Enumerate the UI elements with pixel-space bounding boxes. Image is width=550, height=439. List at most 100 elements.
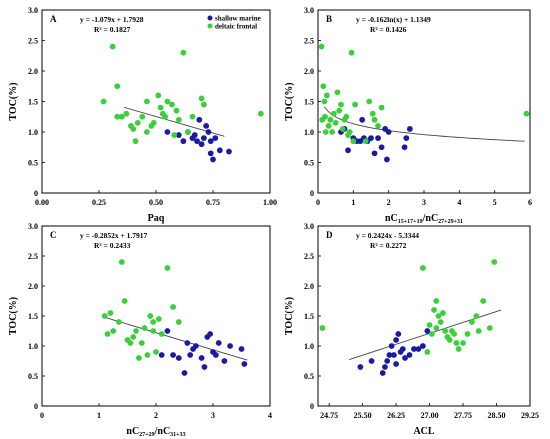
x-axis-label: ACL <box>413 426 434 437</box>
data-point <box>393 361 400 367</box>
data-point <box>180 138 187 145</box>
data-point <box>207 331 214 337</box>
data-point <box>362 138 369 145</box>
data-point <box>193 343 199 349</box>
data-point <box>121 298 128 304</box>
data-point <box>320 83 327 90</box>
data-point <box>384 358 391 364</box>
data-point <box>368 358 375 364</box>
data-point <box>171 132 178 138</box>
legend-marker <box>207 15 213 21</box>
x-tick-label: 4 <box>457 198 461 207</box>
data-point <box>406 126 413 132</box>
data-point <box>210 156 216 163</box>
data-point <box>198 141 205 148</box>
x-tick-label: 28.50 <box>488 411 506 420</box>
data-point <box>433 325 440 331</box>
panel-c: 0 1 2 3 4 0 0.5 1.0 1.5 2.0 2.5 3.0 C y = -0.2852x + … <box>8 222 272 438</box>
data-point <box>523 110 530 117</box>
data-point <box>241 361 248 367</box>
data-point <box>104 331 111 337</box>
x-tick-label: 0 <box>316 198 320 207</box>
data-point <box>150 319 157 325</box>
x-axis-label: Paq <box>148 213 165 224</box>
y-axis-label: TOC(%) <box>8 82 19 120</box>
y-tick-label: 1.0 <box>304 342 314 351</box>
data-point <box>371 150 378 157</box>
y-tick-label: 1.5 <box>28 312 38 321</box>
data-point <box>325 123 332 129</box>
data-point <box>334 89 341 96</box>
data-point <box>393 337 400 343</box>
data-point <box>134 119 141 126</box>
x-tick-label: 0 <box>40 411 44 420</box>
x-axis-label: nC27+29/nC31+33 <box>126 426 185 438</box>
x-tick-label: 1.00 <box>263 198 277 207</box>
data-point <box>345 147 351 154</box>
data-point <box>455 346 462 352</box>
plot-frame <box>41 225 271 407</box>
data-point <box>158 331 165 337</box>
data-point <box>155 92 162 99</box>
data-point <box>132 138 139 145</box>
x-axis-label-part: /nC <box>154 426 171 437</box>
data-point <box>164 98 171 105</box>
data-point <box>143 129 150 135</box>
fit-equation: y = -1.079x + 1.7928 <box>80 15 144 24</box>
legend-label: deltaic frontal <box>215 23 257 31</box>
y-tick-label: 0 <box>310 189 314 198</box>
x-axis-label-part: 31+33 <box>170 432 185 438</box>
data-point <box>346 129 353 135</box>
data-point <box>384 156 390 163</box>
data-point <box>366 98 373 105</box>
data-point <box>175 132 182 138</box>
data-point <box>118 113 125 120</box>
data-point <box>153 349 159 355</box>
panel-letter: C <box>50 230 57 240</box>
data-point <box>110 328 117 334</box>
y-tick-label: 3.0 <box>28 6 38 15</box>
x-tick-label: 24.75 <box>320 411 338 420</box>
fit-equation: y = -0.2852x + 1.7917 <box>80 231 148 240</box>
data-point <box>170 352 177 358</box>
panel-a: 0.00 0.25 0.50 0.75 1.00 0 0.5 1.0 1.5 2.0 2.5 3.0 A… <box>8 6 277 224</box>
x-tick-label: 0.25 <box>92 198 106 207</box>
data-point <box>136 355 142 361</box>
data-point <box>415 346 422 352</box>
y-tick-label: 0 <box>34 402 38 411</box>
data-point <box>424 328 431 334</box>
y-tick-label: 2.5 <box>28 37 38 46</box>
data-point <box>201 364 208 370</box>
data-point <box>100 98 107 105</box>
panel-letter: B <box>326 14 332 24</box>
data-point <box>336 107 343 114</box>
y-tick-label: 2.0 <box>28 282 38 291</box>
data-point <box>369 110 376 117</box>
data-point <box>322 129 329 135</box>
series-deltaic-frontal <box>100 43 264 145</box>
data-point <box>194 138 200 145</box>
data-point <box>382 364 388 370</box>
data-point <box>101 313 108 319</box>
data-point <box>440 310 446 316</box>
data-point <box>127 340 134 346</box>
data-point <box>130 126 137 132</box>
data-point <box>368 135 374 142</box>
data-point <box>464 331 471 337</box>
fit-equation: y = 0.2424x - 5.3344 <box>356 231 419 240</box>
y-tick-label: 0.5 <box>304 159 314 168</box>
y-tick-label: 1.0 <box>28 128 38 137</box>
legend-label: shallow marine <box>215 15 261 23</box>
data-point <box>442 328 449 334</box>
data-point <box>426 322 433 328</box>
y-tick-label: 0.5 <box>28 372 38 381</box>
data-point <box>419 265 426 271</box>
data-point <box>191 132 198 138</box>
x-axis-label-part: 27+29+31 <box>438 219 463 225</box>
data-point <box>378 104 385 111</box>
data-point <box>158 352 165 358</box>
data-point <box>162 113 169 120</box>
data-point <box>212 352 219 358</box>
x-tick-label: 2 <box>387 198 391 207</box>
data-point <box>491 259 498 265</box>
